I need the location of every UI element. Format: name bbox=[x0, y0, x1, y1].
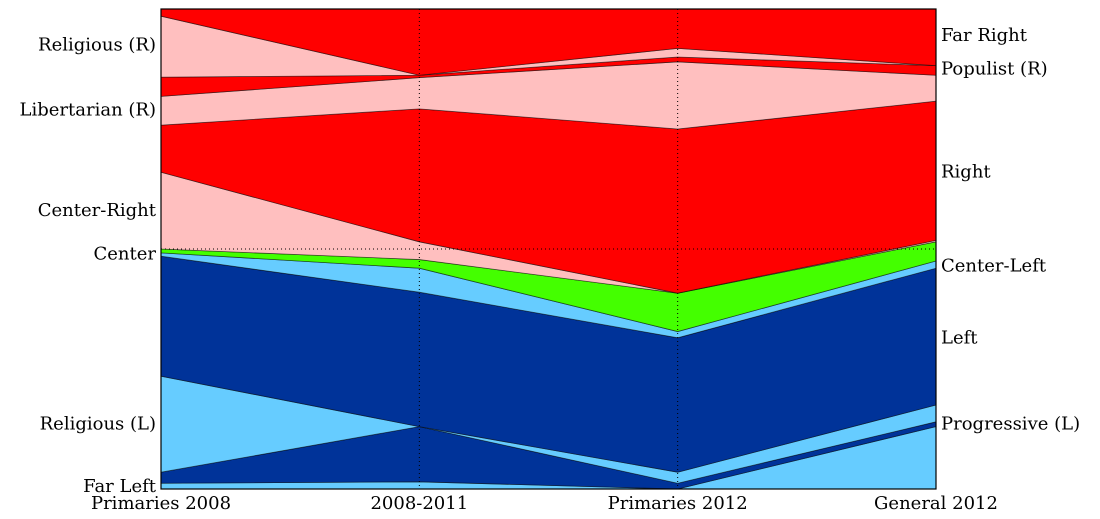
left-segment-label: Religious (R) bbox=[38, 35, 156, 56]
left-segment-label: Religious (L) bbox=[40, 414, 156, 435]
labels-layer: Primaries 2008 2008-2011 Primaries 2012 Gen… bbox=[20, 25, 1081, 514]
x-tick-label: General 2012 bbox=[874, 493, 998, 514]
x-tick-label: Primaries 2008 bbox=[91, 493, 231, 514]
grid-layer bbox=[161, 9, 936, 489]
x-tick-label: Primaries 2012 bbox=[608, 493, 748, 514]
left-segment-label: Libertarian (R) bbox=[20, 99, 156, 120]
right-segment-label: Right bbox=[941, 162, 991, 183]
right-segment-label: Far Right bbox=[941, 25, 1028, 46]
left-segment-label: Center bbox=[93, 243, 156, 264]
bands-layer bbox=[160, 8, 937, 490]
right-segment-label: Progressive (L) bbox=[941, 414, 1080, 435]
right-segment-label: Left bbox=[941, 327, 978, 348]
right-segment-label: Center-Left bbox=[941, 255, 1047, 276]
left-segment-label: Far Left bbox=[83, 476, 157, 497]
left-segment-label: Center-Right bbox=[38, 200, 157, 221]
right-segment-label: Populist (R) bbox=[941, 59, 1048, 80]
plot-frame bbox=[160, 8, 937, 490]
x-tick-label: 2008-2011 bbox=[370, 493, 468, 514]
